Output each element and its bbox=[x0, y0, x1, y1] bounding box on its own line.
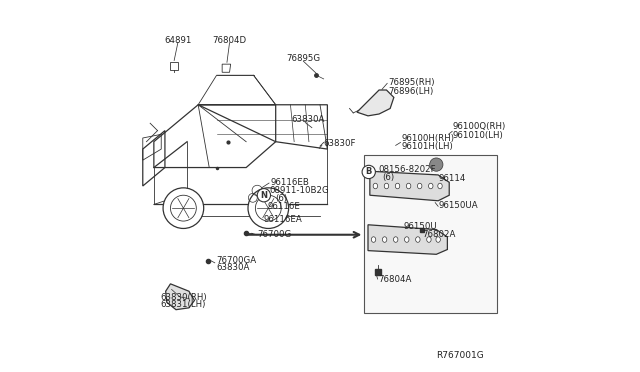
Text: N: N bbox=[260, 191, 268, 200]
Text: (6): (6) bbox=[382, 173, 394, 182]
Ellipse shape bbox=[404, 237, 409, 242]
Ellipse shape bbox=[406, 183, 411, 189]
Ellipse shape bbox=[373, 183, 378, 189]
Text: B: B bbox=[365, 167, 372, 176]
Text: 64891: 64891 bbox=[164, 36, 191, 45]
Text: 76804D: 76804D bbox=[212, 36, 246, 45]
Polygon shape bbox=[368, 225, 447, 254]
Text: 96150U: 96150U bbox=[403, 222, 437, 231]
Circle shape bbox=[248, 188, 289, 228]
Ellipse shape bbox=[394, 237, 398, 242]
Text: 76700GA: 76700GA bbox=[216, 256, 256, 265]
Ellipse shape bbox=[382, 237, 387, 242]
Text: 76895G: 76895G bbox=[286, 54, 321, 63]
Text: R767001G: R767001G bbox=[436, 350, 484, 360]
Ellipse shape bbox=[427, 237, 431, 242]
Text: 96101H(LH): 96101H(LH) bbox=[401, 142, 453, 151]
Ellipse shape bbox=[429, 183, 433, 189]
Text: 63830A: 63830A bbox=[216, 263, 249, 272]
Text: 96116EB: 96116EB bbox=[270, 178, 309, 187]
Text: 96116EA: 96116EA bbox=[264, 215, 303, 224]
Ellipse shape bbox=[417, 183, 422, 189]
Ellipse shape bbox=[415, 237, 420, 242]
Circle shape bbox=[429, 158, 443, 171]
Ellipse shape bbox=[384, 183, 388, 189]
Text: 76700G: 76700G bbox=[257, 230, 291, 239]
Text: 96150UA: 96150UA bbox=[439, 201, 479, 210]
Polygon shape bbox=[166, 284, 195, 310]
Text: (6): (6) bbox=[276, 195, 288, 203]
Ellipse shape bbox=[436, 237, 440, 242]
Text: 08156-8202F: 08156-8202F bbox=[378, 165, 436, 174]
FancyBboxPatch shape bbox=[364, 155, 497, 313]
Text: 96116E: 96116E bbox=[268, 202, 300, 211]
Circle shape bbox=[163, 188, 204, 228]
Text: 76896(LH): 76896(LH) bbox=[388, 87, 433, 96]
Text: 76895(RH): 76895(RH) bbox=[388, 78, 435, 87]
Ellipse shape bbox=[438, 183, 442, 189]
Text: 96100Q(RH): 96100Q(RH) bbox=[453, 122, 506, 131]
Circle shape bbox=[362, 165, 376, 179]
Polygon shape bbox=[357, 90, 394, 116]
Text: 63831(LH): 63831(LH) bbox=[161, 300, 206, 310]
Text: 76802A: 76802A bbox=[422, 230, 455, 239]
Text: 96100H(RH): 96100H(RH) bbox=[401, 134, 454, 142]
Text: 63830F: 63830F bbox=[324, 139, 356, 148]
Ellipse shape bbox=[371, 237, 376, 242]
Text: 08911-10B2G: 08911-10B2G bbox=[269, 186, 329, 195]
Text: 63830(RH): 63830(RH) bbox=[161, 293, 207, 302]
Ellipse shape bbox=[396, 183, 400, 189]
Circle shape bbox=[257, 189, 271, 202]
Text: 961010(LH): 961010(LH) bbox=[453, 131, 504, 140]
Text: 96114: 96114 bbox=[438, 174, 465, 183]
Polygon shape bbox=[370, 171, 449, 201]
Text: 63830A: 63830A bbox=[291, 115, 325, 124]
Text: 76804A: 76804A bbox=[378, 275, 412, 283]
